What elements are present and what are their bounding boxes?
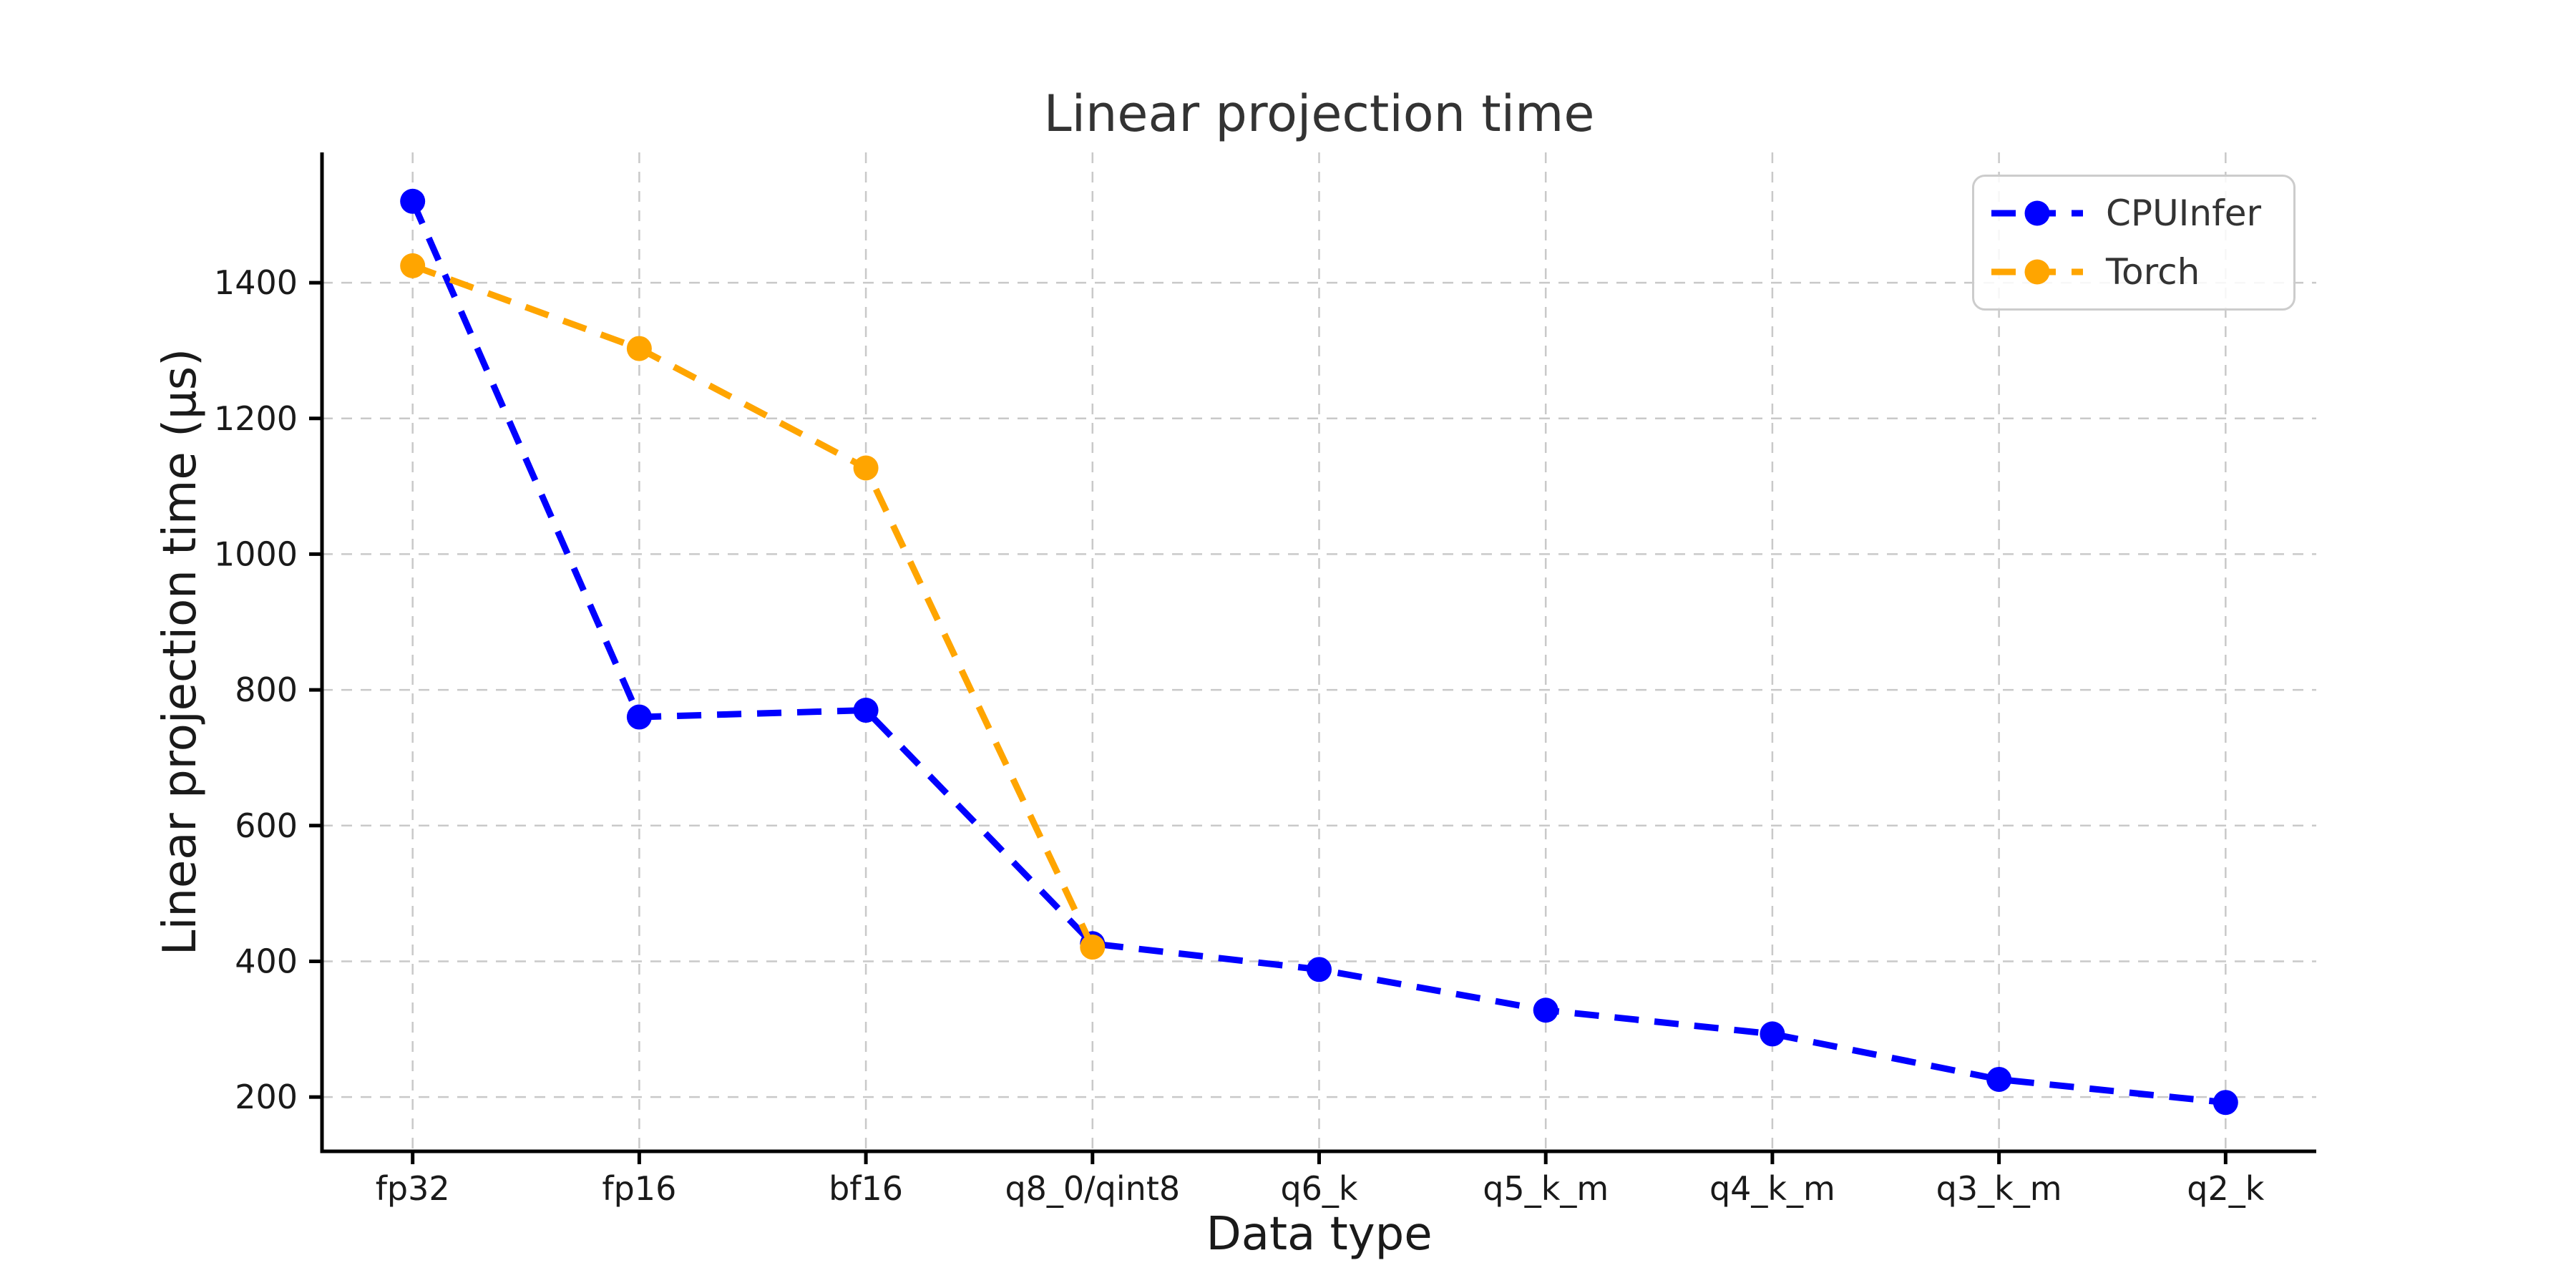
data-point-marker-torch-fp16 [626, 336, 652, 361]
data-point-marker-cpuinfer-q3_k_m [1986, 1066, 2012, 1092]
chart-title: Linear projection time [1043, 84, 1595, 143]
data-point-marker-cpuinfer-fp16 [626, 704, 652, 730]
legend: CPUInfer Torch [1972, 175, 2296, 311]
x-axis-label: Data type [1206, 1208, 1433, 1261]
data-point-marker-torch-fp32 [400, 253, 426, 278]
data-point-marker-cpuinfer-q5_k_m [1533, 997, 1558, 1023]
y-tick-label-800: 800 [235, 670, 298, 709]
data-point-marker-cpuinfer-q4_k_m [1760, 1021, 1785, 1047]
legend-entry-cpuinfer: CPUInfer [1990, 192, 2286, 234]
y-tick-label-600: 600 [235, 806, 298, 845]
y-tick-label-1400: 1400 [214, 263, 298, 302]
x-tick-label-6: q4_k_m [1709, 1169, 1835, 1208]
series-line-torch [411, 263, 1096, 949]
data-point-marker-torch-q8_0/qint8 [1080, 935, 1106, 960]
x-tick-label-1: fp16 [602, 1169, 676, 1208]
x-tick-label-8: q2_k [2187, 1169, 2264, 1208]
data-point-marker-cpuinfer-bf16 [853, 698, 879, 723]
y-tick-label-200: 200 [235, 1078, 298, 1116]
legend-line-sample-cpuinfer [1991, 200, 2083, 226]
x-tick-label-5: q5_k_m [1483, 1169, 1609, 1208]
x-tick-label-7: q3_k_m [1936, 1169, 2062, 1208]
y-tick-label-1000: 1000 [214, 535, 298, 573]
x-tick-label-0: fp32 [376, 1169, 450, 1208]
data-point-marker-cpuinfer-q6_k [1307, 957, 1332, 982]
legend-label-cpuinfer: CPUInfer [2106, 192, 2262, 234]
data-point-marker-cpuinfer-fp32 [400, 188, 426, 214]
data-point-marker-torch-bf16 [853, 455, 879, 481]
y-tick-label-1200: 1200 [214, 399, 298, 438]
x-tick-label-4: q6_k [1280, 1169, 1357, 1208]
legend-line-sample-torch [1991, 259, 2083, 285]
y-tick-label-400: 400 [235, 942, 298, 980]
x-tick-label-3: q8_0/qint8 [1005, 1169, 1180, 1208]
legend-label-torch: Torch [2106, 251, 2200, 293]
data-point-marker-cpuinfer-q2_k [2212, 1090, 2238, 1116]
legend-entry-torch: Torch [1990, 251, 2286, 293]
x-tick-label-2: bf16 [829, 1169, 903, 1208]
